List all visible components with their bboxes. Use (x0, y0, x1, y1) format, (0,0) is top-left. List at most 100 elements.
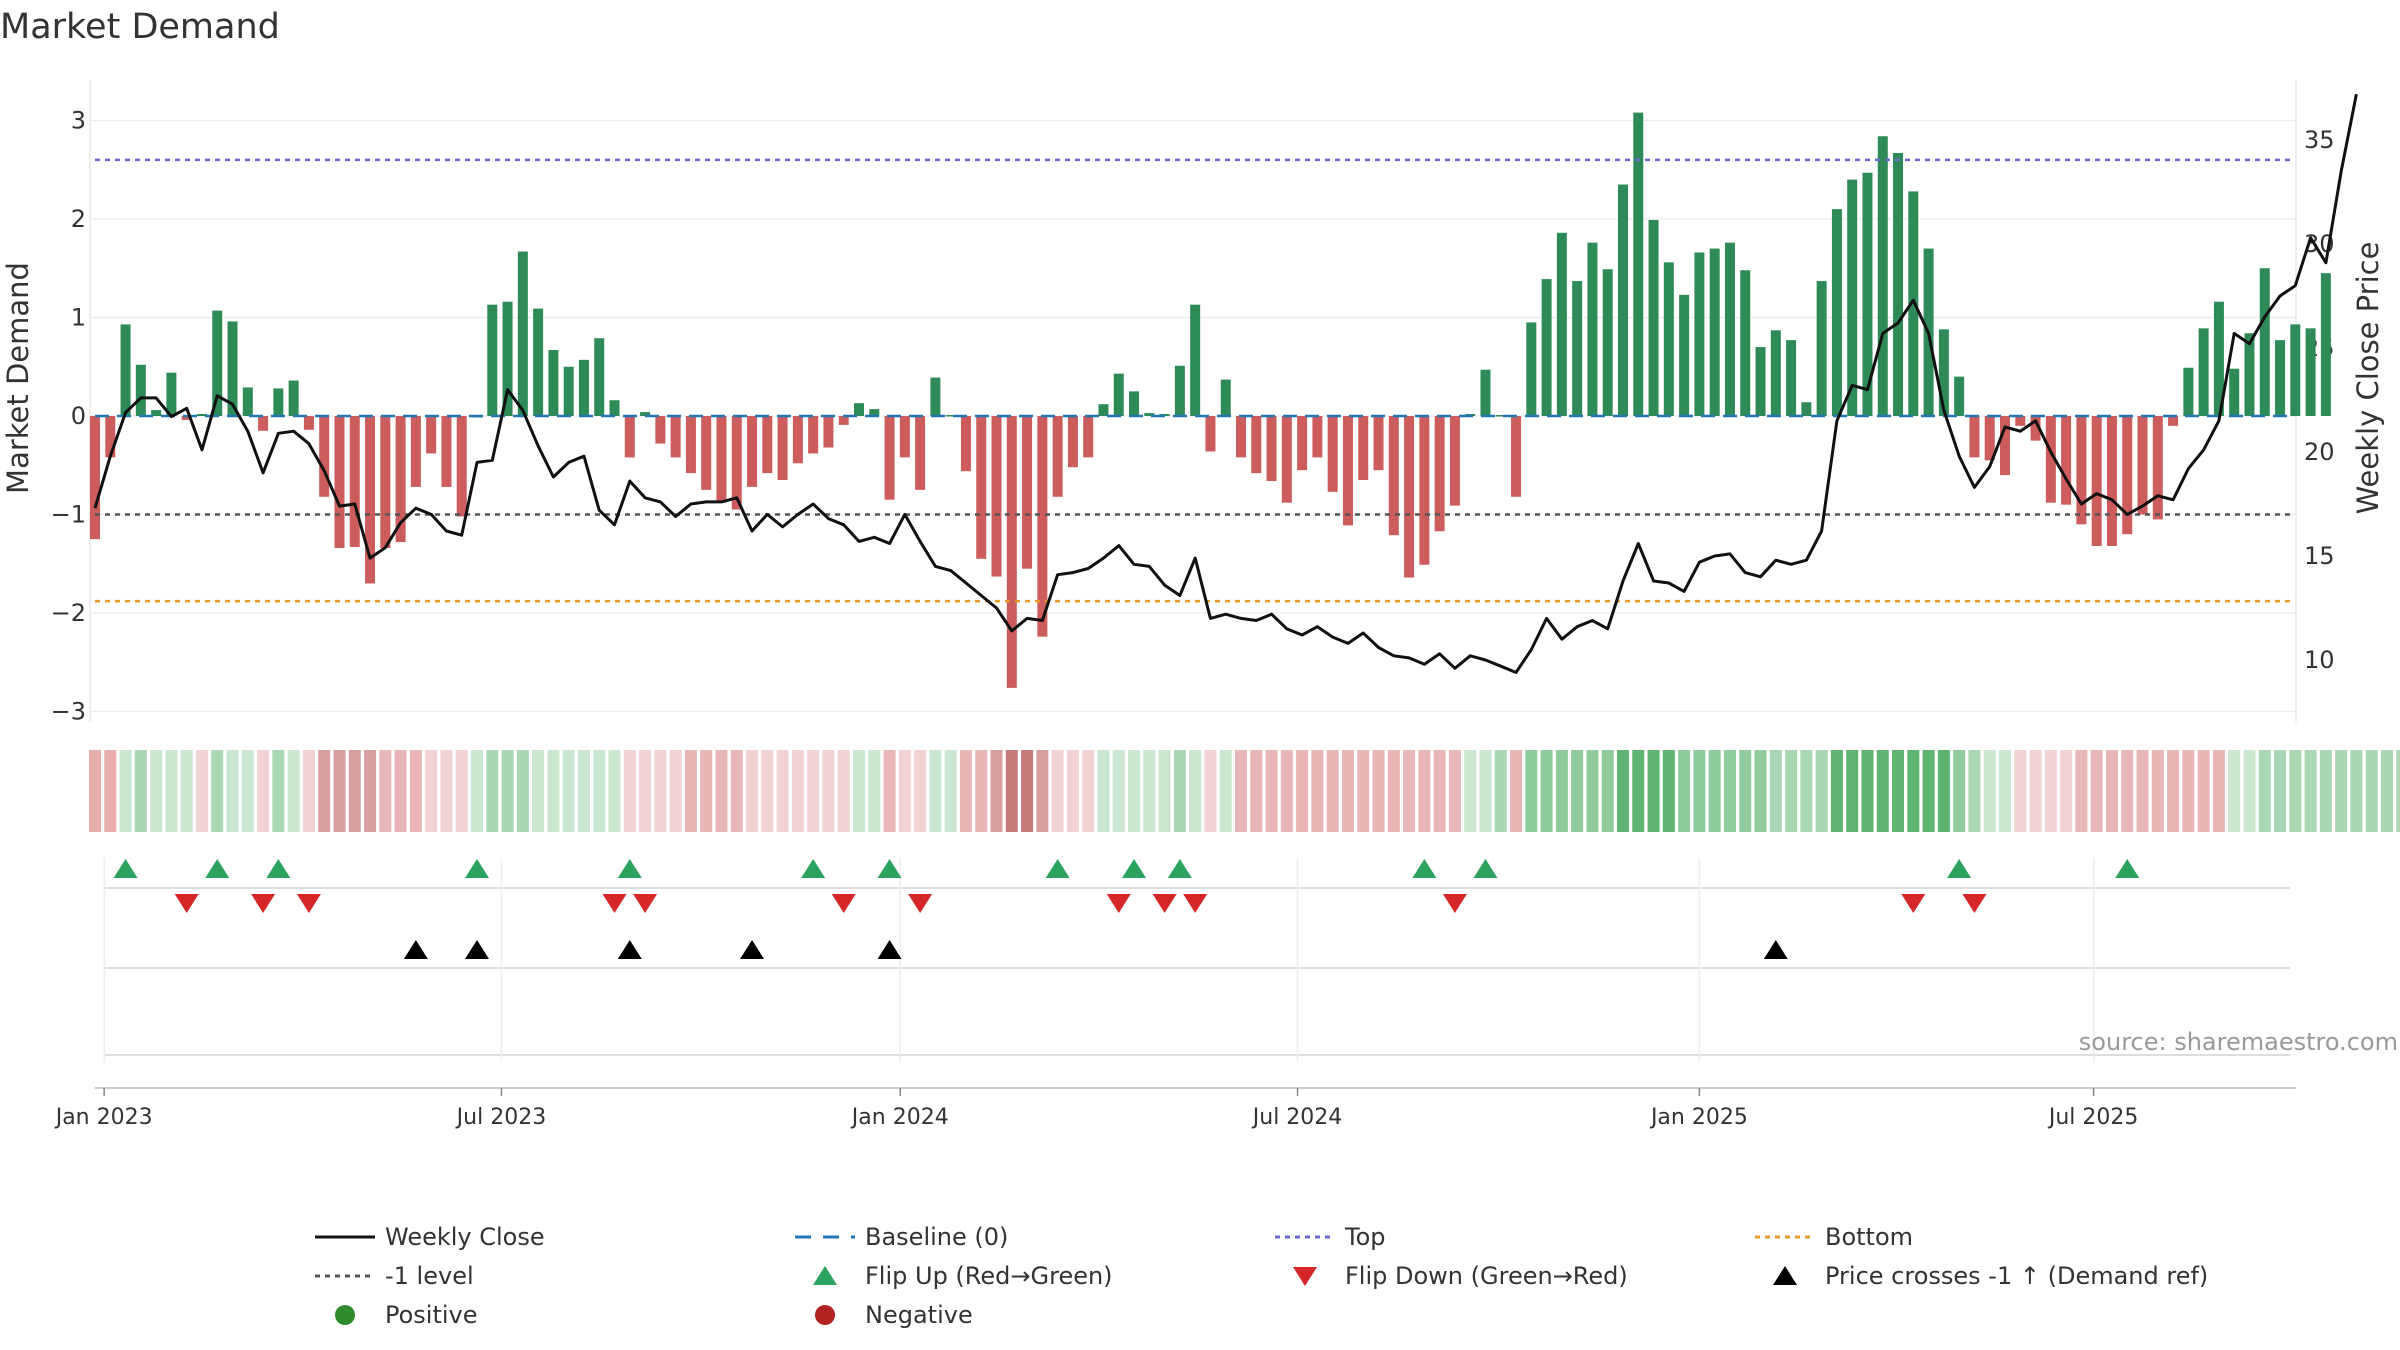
strip-cell (929, 750, 942, 832)
strip-cell (1082, 750, 1095, 832)
demand-bar (2320, 273, 2331, 416)
demand-bar (1144, 413, 1155, 416)
flip-down-marker (296, 894, 321, 913)
demand-bar (2244, 333, 2255, 416)
strip-cell (455, 750, 468, 832)
demand-bar (2015, 416, 2026, 426)
strip-cell (1341, 750, 1354, 832)
demand-bar (1266, 416, 1277, 482)
strip-cell (959, 750, 972, 832)
demand-bar (1434, 416, 1445, 532)
demand-bar (120, 324, 131, 416)
strip-cell (2105, 750, 2118, 832)
strip-cell (562, 750, 575, 832)
demand-bar (2137, 416, 2148, 515)
x-tick-label: Jul 2025 (2047, 1105, 2139, 1130)
demand-bar (212, 310, 223, 416)
strip-cell (425, 750, 438, 832)
strip-cell (1448, 750, 1461, 832)
source-note: source: sharemaestro.com (2079, 1028, 2398, 1056)
demand-bar (517, 251, 528, 416)
demand-bar (1877, 136, 1888, 416)
strip-cell (1953, 750, 1966, 832)
demand-bar (410, 416, 421, 487)
demand-bar (1052, 416, 1063, 497)
strip-cell (700, 750, 713, 832)
demand-bar (976, 416, 987, 559)
strip-cell (1693, 750, 1706, 832)
flip-down-marker (602, 894, 627, 913)
strip-cell (776, 750, 789, 832)
demand-bar (1327, 416, 1338, 492)
demand-bar (1740, 270, 1751, 416)
strip-cell (1999, 750, 2011, 832)
strip-cell (2396, 750, 2400, 832)
strip-cell (547, 750, 560, 832)
demand-bar (1618, 184, 1628, 416)
demand-bar (1831, 209, 1842, 416)
demand-bar (1067, 416, 1078, 468)
strip-cell (975, 750, 988, 832)
demand-bar (1770, 330, 1781, 416)
demand-bar (731, 416, 742, 510)
demand-bar (1587, 242, 1598, 416)
strip-cell (1708, 750, 1721, 832)
strip-cell (1662, 750, 1675, 832)
demand-bar (441, 416, 452, 487)
strip-cell (394, 750, 407, 832)
strip-cell (1876, 750, 1889, 832)
demand-bar (869, 409, 880, 416)
demand-bar (1694, 252, 1705, 416)
demand-bar (2290, 324, 2301, 416)
strip-cell (623, 750, 636, 832)
legend-item: Baseline (0) (795, 1223, 1008, 1251)
demand-bar (1022, 416, 1033, 569)
demand-bar (365, 416, 376, 584)
strip-cell (532, 750, 545, 832)
strip-cell (1968, 750, 1981, 832)
flip-down-marker (908, 894, 933, 913)
flip-up-marker (266, 859, 291, 878)
price-cross-marker (740, 940, 765, 959)
price-cross-marker (403, 940, 428, 959)
flip-down-marker (174, 894, 199, 913)
strip-cell (1372, 750, 1385, 832)
strip-cell (1204, 750, 1217, 832)
strip-cell (333, 750, 346, 832)
strip-cell (1403, 750, 1416, 832)
demand-bar (808, 416, 819, 454)
demand-bar (823, 416, 834, 448)
demand-bar (1449, 416, 1460, 506)
strip-cell (2014, 750, 2027, 832)
strip-cell (853, 750, 865, 832)
demand-bar (1006, 416, 1017, 688)
strip-cell (1143, 750, 1156, 832)
demand-bar (1969, 416, 1980, 458)
demand-bar (1847, 179, 1858, 416)
strip-cell (1571, 750, 1584, 832)
strip-cell (944, 750, 957, 832)
strip-cell (195, 750, 208, 832)
flip-down-marker (831, 894, 856, 913)
strip-cell (134, 750, 147, 832)
strip-cell (1433, 750, 1446, 832)
price-cross-marker (1763, 940, 1788, 959)
strip-cell (1937, 750, 1950, 832)
strip-cell (379, 750, 392, 832)
demand-bar (1220, 379, 1231, 416)
strip-cell (1815, 750, 1828, 832)
y2-tick-label: 35 (2304, 126, 2335, 154)
strip-cell (1036, 750, 1049, 832)
y2-tick-label: 15 (2304, 542, 2335, 570)
demand-bar (762, 416, 773, 474)
demand-bar (960, 416, 971, 472)
demand-bar (181, 416, 192, 420)
strip-cell (1586, 750, 1599, 832)
demand-bar (426, 416, 437, 454)
strip-cell (257, 750, 270, 832)
price-cross-marker (465, 940, 489, 959)
demand-bar (2229, 368, 2240, 416)
strip-cell (1739, 750, 1752, 832)
y-tick-label: 1 (71, 304, 86, 332)
strip-cell (1219, 750, 1232, 832)
